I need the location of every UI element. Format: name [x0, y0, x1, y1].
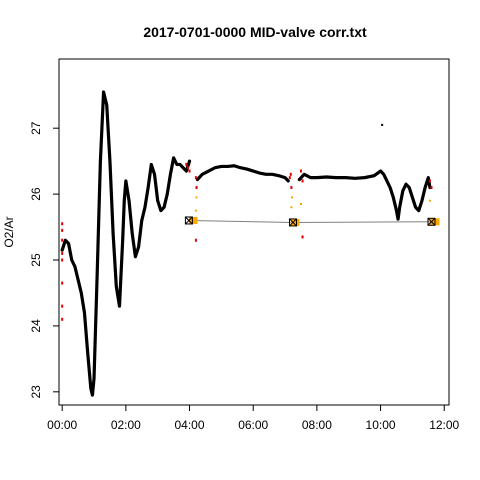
plot-frame — [58, 58, 450, 406]
red-point — [194, 176, 197, 180]
y-axis: 23 24 25 26 27 — [29, 121, 60, 399]
x-axis: 00:00 02:00 04:00 06:00 08:00 10:00 12:00 — [47, 404, 460, 432]
x-tick-label: 06:00 — [238, 418, 268, 432]
red-point — [188, 169, 191, 173]
marker-box — [289, 218, 297, 227]
marker-cross — [289, 218, 297, 227]
red-point — [61, 238, 64, 242]
marker-cross — [427, 217, 436, 226]
red-point — [185, 162, 188, 166]
x-tick-label: 12:00 — [429, 418, 459, 432]
y-tick-label: 24 — [29, 319, 43, 333]
red-point — [301, 235, 304, 239]
red-point — [289, 172, 292, 176]
x-tick-label: 08:00 — [302, 418, 332, 432]
orange-point — [195, 196, 198, 199]
y-tick-label: 25 — [29, 253, 43, 267]
chart-title: 2017-0701-0000 MID-valve corr.txt — [143, 24, 367, 40]
y-tick-label: 27 — [29, 121, 43, 135]
y-tick-label: 26 — [29, 187, 43, 201]
orange-point — [291, 196, 294, 199]
main-trace-line — [60, 90, 192, 397]
marker-box — [184, 216, 193, 225]
x-tick-label: 02:00 — [111, 418, 141, 432]
marker-box — [427, 217, 436, 226]
red-point — [301, 179, 304, 183]
orange-point — [299, 202, 302, 205]
red-point — [186, 166, 189, 170]
calibration-segment — [290, 218, 300, 226]
red-point — [290, 186, 293, 190]
red-point — [61, 222, 64, 226]
calibration-marker — [184, 216, 193, 225]
x-tick-label: 04:00 — [175, 418, 205, 432]
calibration-marker — [289, 218, 297, 227]
orange-point — [428, 199, 431, 202]
x-tick-label: 00:00 — [47, 418, 77, 432]
calibration-line — [188, 219, 432, 223]
main-trace-line — [195, 164, 290, 183]
red-point — [61, 317, 64, 321]
red-point — [61, 251, 64, 255]
red-point — [195, 186, 198, 190]
marker-cross — [185, 216, 193, 225]
y-tick-label: 23 — [29, 385, 43, 399]
x-tick-label: 10:00 — [366, 418, 396, 432]
plot-area — [60, 90, 440, 397]
red-point — [299, 169, 302, 173]
red-point — [430, 186, 433, 190]
main-trace-line — [297, 169, 432, 221]
red-point — [194, 238, 197, 242]
red-point — [61, 258, 64, 262]
red-point — [61, 304, 64, 308]
y-axis-label: O2/Ar — [2, 216, 16, 247]
red-point — [61, 281, 64, 285]
orange-point — [290, 206, 293, 209]
orange-point — [194, 209, 197, 212]
red-point — [288, 176, 291, 180]
red-point — [61, 228, 64, 232]
calibration-marker — [427, 217, 436, 226]
outlier-point — [381, 123, 384, 126]
red-point — [428, 179, 431, 183]
calibration-segment — [188, 216, 198, 224]
